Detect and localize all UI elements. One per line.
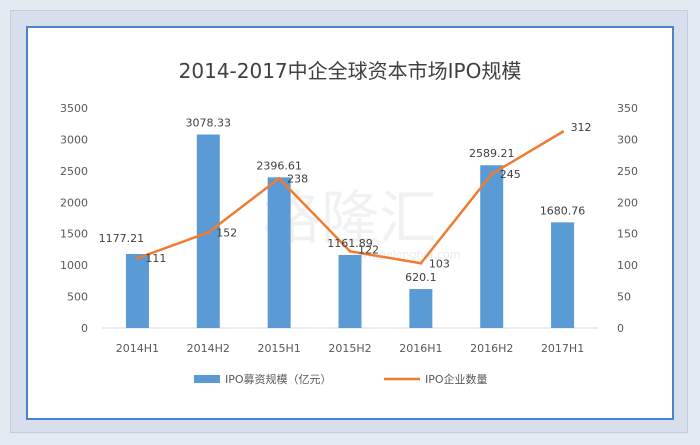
bar <box>409 289 433 328</box>
bar <box>551 222 575 328</box>
right-axis: 0 50 100 150 200 250 300 350 <box>617 102 638 335</box>
y-right-tick-label: 200 <box>617 196 638 209</box>
bar-value-label: 620.1 <box>405 271 437 284</box>
y-left-tick-label: 2000 <box>60 196 88 209</box>
y-left-tick-label: 2500 <box>60 165 88 178</box>
x-tick-label: 2016H1 <box>399 342 442 355</box>
left-axis: 0 500 1000 1500 2000 2500 3000 3500 <box>60 102 88 335</box>
y-left-tick-label: 1000 <box>60 259 88 272</box>
x-tick-label: 2014H1 <box>116 342 159 355</box>
bar-value-label: 3078.33 <box>186 117 232 130</box>
y-right-tick-label: 50 <box>617 291 631 304</box>
bar <box>125 254 149 328</box>
bar-value-label: 2396.61 <box>256 159 302 172</box>
line-value-label: 245 <box>500 168 521 181</box>
watermark-logo: 格隆汇 <box>263 184 437 252</box>
line-point <box>490 172 494 176</box>
line-series <box>135 130 565 265</box>
y-right-tick-label: 100 <box>617 259 638 272</box>
x-tick-label: 2015H1 <box>258 342 301 355</box>
y-left-tick-label: 500 <box>67 291 88 304</box>
watermark-url: www.gelonghui.com <box>350 248 461 261</box>
line-value-label: 122 <box>358 243 379 256</box>
y-right-tick-label: 300 <box>617 133 638 146</box>
x-tick-label: 2017H1 <box>541 342 584 355</box>
line-point <box>561 130 565 134</box>
bar-value-label: 1177.21 <box>99 232 145 245</box>
y-right-tick-label: 0 <box>617 322 624 335</box>
data-labels: 1177.21 3078.33 2396.61 1161.89 620.1 2589.21… <box>99 117 592 285</box>
line-value-label: 238 <box>287 172 308 185</box>
line-value-label: 152 <box>216 226 237 239</box>
bar-value-label: 2589.21 <box>469 147 515 160</box>
line-point <box>277 176 281 180</box>
legend: IPO募资规模（亿元） IPO企业数量 <box>194 372 488 386</box>
x-tick-label: 2016H2 <box>470 342 513 355</box>
line-point <box>419 261 423 265</box>
line-point <box>135 256 139 260</box>
y-right-tick-label: 350 <box>617 102 638 115</box>
line-point <box>348 249 352 253</box>
y-left-tick-label: 0 <box>81 322 88 335</box>
line-point <box>206 230 210 234</box>
bar <box>338 254 362 328</box>
x-axis: 2014H1 2014H2 2015H1 2015H2 2016H1 2016H2 2017… <box>116 342 584 355</box>
bar <box>480 165 504 328</box>
bar <box>267 177 291 328</box>
line-value-label: 103 <box>429 257 450 270</box>
y-left-tick-label: 1500 <box>60 228 88 241</box>
y-left-tick-label: 3500 <box>60 102 88 115</box>
legend-label-line: IPO企业数量 <box>425 372 488 386</box>
y-right-tick-label: 150 <box>617 228 638 241</box>
line-value-label: 111 <box>145 252 166 265</box>
x-tick-label: 2015H2 <box>328 342 371 355</box>
legend-label-bar: IPO募资规模（亿元） <box>225 372 332 386</box>
y-left-tick-label: 3000 <box>60 133 88 146</box>
line-value-label: 312 <box>571 121 592 134</box>
bar-value-label: 1680.76 <box>540 204 586 217</box>
x-tick-label: 2014H2 <box>187 342 230 355</box>
bar-value-label: 1161.89 <box>327 237 373 250</box>
legend-swatch-bar <box>194 375 220 383</box>
chart-title: 2014-2017中企全球资本市场IPO规模 <box>179 59 522 83</box>
y-right-tick-label: 250 <box>617 165 638 178</box>
